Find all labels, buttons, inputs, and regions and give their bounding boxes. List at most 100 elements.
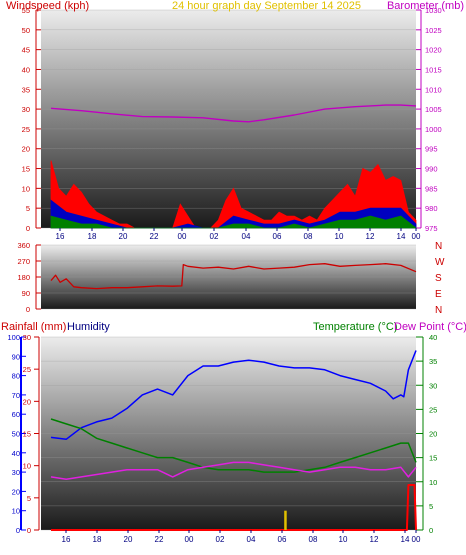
temperature-tick-label: 30 [429,381,437,390]
rainfall-tick-label: 10 [23,462,31,471]
humidity-tick-label: 10 [12,507,20,516]
x-tick-label: 22 [155,535,164,544]
barometer-tick-label: 1000 [425,125,442,134]
direction-tick-label: 270 [17,257,30,266]
barometer-tick-label: 980 [425,204,438,213]
barometer-tick-label: 1020 [425,46,442,55]
x-tick-label: 16 [56,232,65,241]
windspeed-tick-label: 50 [22,26,30,35]
x-tick-label: 08 [304,232,313,241]
barometer-tick-label: 1015 [425,65,442,74]
humidity-tick-label: 40 [12,449,20,458]
windspeed-tick-label: 25 [22,125,30,134]
windspeed-tick-label: 20 [22,145,30,154]
rain-humidity-temp-x-axis: 16 18 20 22 00 02 04 06 08 10 12 14 00 [62,530,421,544]
temperature-tick-label: 35 [429,357,437,366]
humidity-tick-label: 30 [12,468,20,477]
x-tick-label: 08 [309,535,318,544]
barometer-tick-label: 1010 [425,85,442,94]
temperature-tick-label: 0 [429,526,433,535]
humidity-tick-label: 60 [12,410,20,419]
x-tick-label: 02 [210,232,219,241]
humidity-line [50,350,417,441]
temperature-tick-label: 5 [429,502,433,511]
x-tick-label: 20 [119,232,128,241]
wind-average-area [50,199,417,229]
x-tick-label: 00 [412,535,421,544]
wind-direction-series [50,263,417,290]
barometer-tick-label: 1025 [425,26,442,35]
compass-label: N [435,241,442,252]
x-tick-label: 16 [62,535,71,544]
x-tick-label: 18 [88,232,97,241]
humidity-axis-title: Humidity [67,321,110,333]
x-tick-label: 10 [335,232,344,241]
barometer-line [50,104,417,123]
x-tick-label: 12 [370,535,379,544]
rain-humidity-temp-series [50,350,417,531]
barometer-tick-label: 995 [425,145,438,154]
x-tick-label: 12 [366,232,375,241]
humidity-tick-label: 50 [12,430,20,439]
rainfall-tick-label: 25 [23,365,31,374]
barometer-tick-label: 1005 [425,105,442,114]
windspeed-tick-label: 30 [22,105,30,114]
wind-gust-area [50,160,417,229]
temperature-axis: 0 5 10 15 20 25 30 35 40 [416,333,437,535]
barometer-axis-title: Barometer (mb) [387,0,464,12]
x-tick-label: 04 [247,535,256,544]
direction-tick-label: 0 [26,305,30,314]
temperature-line [50,418,417,473]
windspeed-tick-label: 0 [26,224,30,233]
x-tick-label: 00 [412,232,421,241]
x-tick-label: 18 [93,535,102,544]
x-tick-label: 06 [273,232,282,241]
rain-rate-line [51,484,417,531]
humidity-tick-label: 100 [7,333,20,342]
rainfall-axis-title: Rainfall (mm) [1,321,66,333]
barometer-tick-label: 975 [425,224,438,233]
wind-direction-panel: 0 90 180 270 360 N W S E N [17,241,445,316]
humidity-tick-label: 70 [12,391,20,400]
humidity-tick-label: 0 [16,526,20,535]
x-tick-label: 02 [216,535,225,544]
dew-point-line [50,461,417,481]
direction-tick-label: 90 [22,289,30,298]
wind-pressure-panel: Windspeed (kph) 24 hour graph day Septem… [6,0,464,241]
rain-humidity-temp-panel: Rainfall (mm) Humidity Temperature (°C) … [1,321,466,544]
barometer-tick-label: 1030 [425,6,442,15]
barometer-axis: 975 980 985 990 995 1000 1005 1010 1015 1020 1025 1… [416,6,442,233]
rainfall-tick-label: 0 [27,526,31,535]
windspeed-axis: 0 5 10 15 20 25 30 35 40 45 50 55 [22,6,41,233]
x-tick-label: 14 [401,535,410,544]
rainfall-tick-label: 20 [23,397,31,406]
windspeed-tick-label: 55 [22,6,30,15]
x-tick-label: 20 [124,535,133,544]
x-tick-label: 10 [339,535,348,544]
compass-label: S [435,273,442,284]
barometer-tick-label: 990 [425,165,438,174]
temperature-tick-label: 20 [429,430,437,439]
compass-label: N [435,305,442,316]
windspeed-tick-label: 35 [22,85,30,94]
temperature-axis-title: Temperature (°C) [313,321,397,333]
direction-degree-axis: 0 90 180 270 360 [17,241,41,314]
windspeed-tick-label: 45 [22,46,30,55]
rainfall-axis: 0 5 10 15 20 25 30 [23,333,40,535]
temperature-tick-label: 10 [429,478,437,487]
graph-title: 24 hour graph day September 14 2025 [172,0,361,12]
humidity-axis: 0 10 20 30 40 50 60 70 80 90 100 [7,333,26,535]
rainfall-tick-label: 30 [23,333,31,342]
direction-tick-label: 360 [17,241,30,250]
windspeed-tick-label: 15 [22,165,30,174]
barometer-tick-label: 985 [425,184,438,193]
windspeed-tick-label: 5 [26,204,30,213]
x-tick-label: 22 [150,232,159,241]
x-tick-label: 06 [278,535,287,544]
x-tick-label: 00 [185,535,194,544]
x-tick-label: 00 [178,232,187,241]
humidity-tick-label: 80 [12,372,20,381]
humidity-tick-label: 90 [12,352,20,361]
wind-direction-line [50,263,417,290]
